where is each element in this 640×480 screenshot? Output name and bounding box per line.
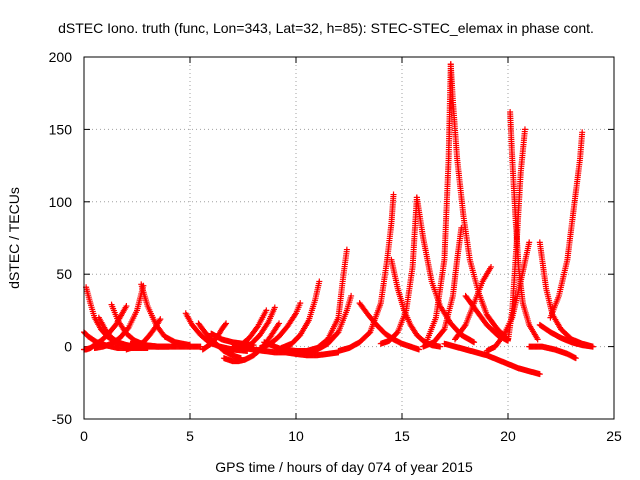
series-15 xyxy=(441,263,543,378)
x-tick-label: 20 xyxy=(500,428,516,444)
data-point xyxy=(263,307,270,314)
series-10 xyxy=(282,246,355,356)
x-tick-label: 25 xyxy=(606,428,622,444)
chart-title: dSTEC Iono. truth (func, Lon=343, Lat=32… xyxy=(58,20,594,36)
data-point xyxy=(123,303,130,310)
y-tick-label: 200 xyxy=(49,49,73,65)
data-point xyxy=(440,327,447,334)
y-tick-label: 0 xyxy=(64,339,72,355)
x-axis-title: GPS time / hours of day 074 of year 2015 xyxy=(215,459,473,475)
data-point xyxy=(415,346,422,353)
x-tick-label: 5 xyxy=(186,428,194,444)
data-point xyxy=(271,304,278,311)
series-16 xyxy=(462,109,541,344)
y-tick-label: 50 xyxy=(56,266,72,282)
data-point xyxy=(253,324,260,331)
series-18 xyxy=(526,129,596,362)
data-point xyxy=(471,339,478,346)
data-point xyxy=(447,61,454,68)
series-12 xyxy=(377,194,444,350)
series-17 xyxy=(483,239,596,354)
y-tick-label: 100 xyxy=(49,194,73,210)
data-point xyxy=(572,355,579,362)
data-point xyxy=(276,320,283,327)
data-point xyxy=(348,292,355,299)
x-tick-label: 0 xyxy=(80,428,88,444)
series-5 xyxy=(127,281,204,350)
x-tick-label: 10 xyxy=(288,428,304,444)
data-point xyxy=(390,191,397,198)
data-point xyxy=(437,343,444,350)
data-point xyxy=(499,333,506,340)
data-point xyxy=(458,224,465,231)
data-point xyxy=(222,321,229,328)
ticks: 0 5 10 15 20 25 -50 0 50 100 150 200 xyxy=(49,49,622,444)
x-tick-label: 15 xyxy=(394,428,410,444)
data-point xyxy=(223,320,230,327)
data-point xyxy=(297,300,304,307)
plot-frame xyxy=(83,56,615,420)
series-11 xyxy=(335,191,422,354)
y-axis-title: dSTEC / TECUs xyxy=(6,187,22,289)
data-point xyxy=(534,336,541,343)
data-point xyxy=(579,129,586,136)
data-point xyxy=(488,263,495,270)
series-13 xyxy=(413,194,478,350)
data-point xyxy=(316,278,323,285)
data-point xyxy=(526,239,533,246)
y-tick-label: -50 xyxy=(52,411,72,427)
y-tick-label: 150 xyxy=(49,121,73,137)
data-point xyxy=(461,323,468,330)
data-point xyxy=(521,126,528,133)
data-point xyxy=(536,371,543,378)
data-points xyxy=(81,61,596,378)
series-9 xyxy=(261,278,342,359)
data-point xyxy=(157,316,164,323)
data-point xyxy=(589,343,596,350)
grid xyxy=(84,57,614,419)
data-point xyxy=(343,246,350,253)
